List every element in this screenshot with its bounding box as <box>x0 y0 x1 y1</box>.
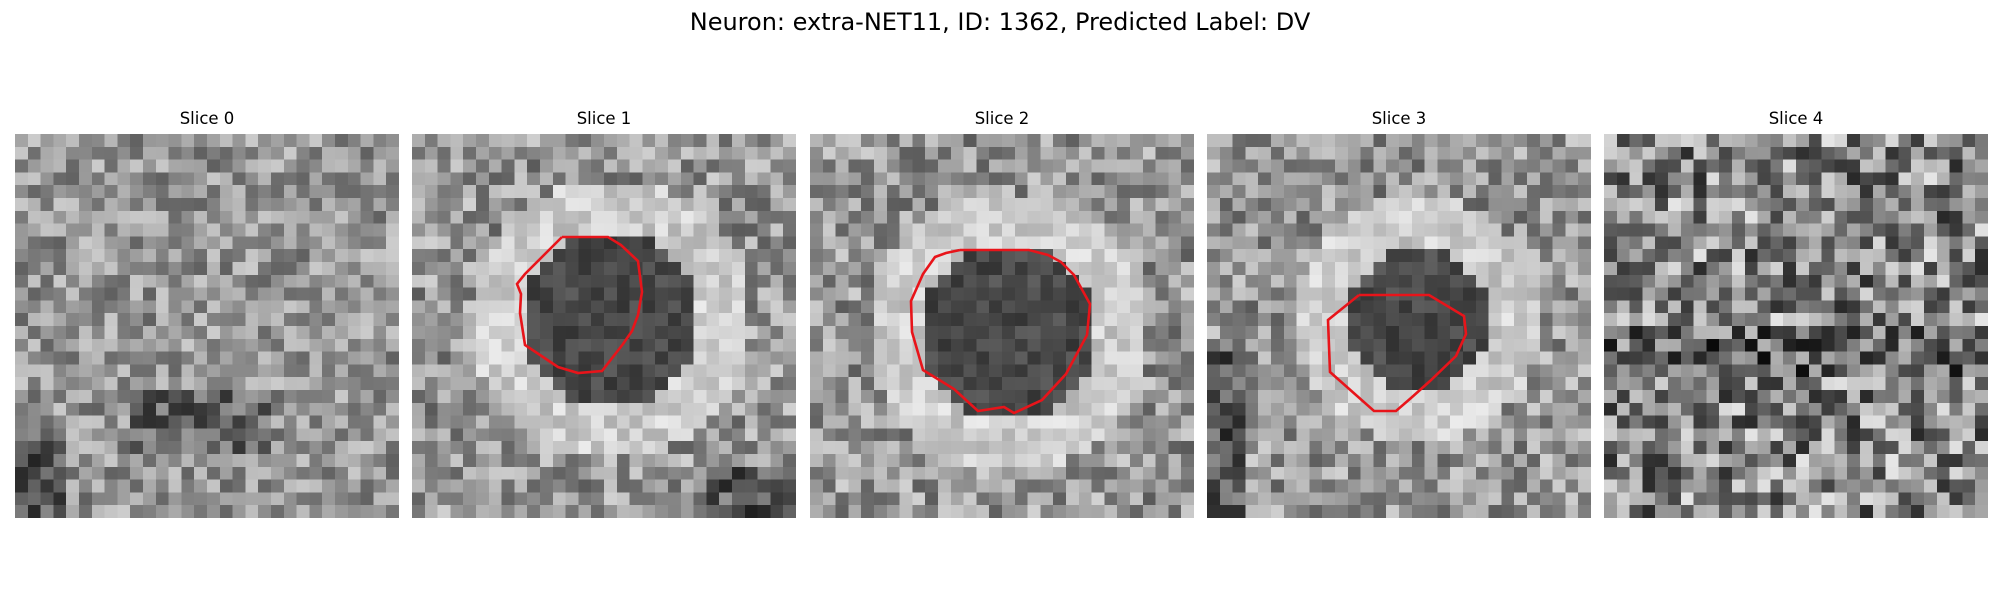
slice-image <box>810 134 1194 518</box>
roi-contour <box>515 235 644 375</box>
roi-contour <box>909 248 1092 415</box>
slice-image <box>1604 134 1988 518</box>
slice-title: Slice 2 <box>974 109 1030 128</box>
slice-panel-1: Slice 1 <box>412 108 796 518</box>
slice-image <box>1207 134 1591 518</box>
slice-title: Slice 3 <box>1371 109 1427 128</box>
slice-image <box>15 134 399 518</box>
contour-overlay <box>515 235 644 375</box>
slice-image <box>412 134 796 518</box>
contour-overlay <box>909 248 1092 415</box>
roi-contour <box>1326 293 1468 413</box>
slice-panel-2: Slice 2 <box>810 108 1194 518</box>
slice-title: Slice 4 <box>1768 109 1824 128</box>
slice-title: Slice 0 <box>179 109 235 128</box>
slice-panel-4: Slice 4 <box>1604 108 1988 518</box>
slice-panel-0: Slice 0 <box>15 108 399 518</box>
slice-title: Slice 1 <box>576 109 632 128</box>
contour-overlay <box>1326 293 1468 413</box>
slice-panel-3: Slice 3 <box>1207 108 1591 518</box>
figure-title: Neuron: extra-NET11, ID: 1362, Predicted… <box>689 8 1311 36</box>
